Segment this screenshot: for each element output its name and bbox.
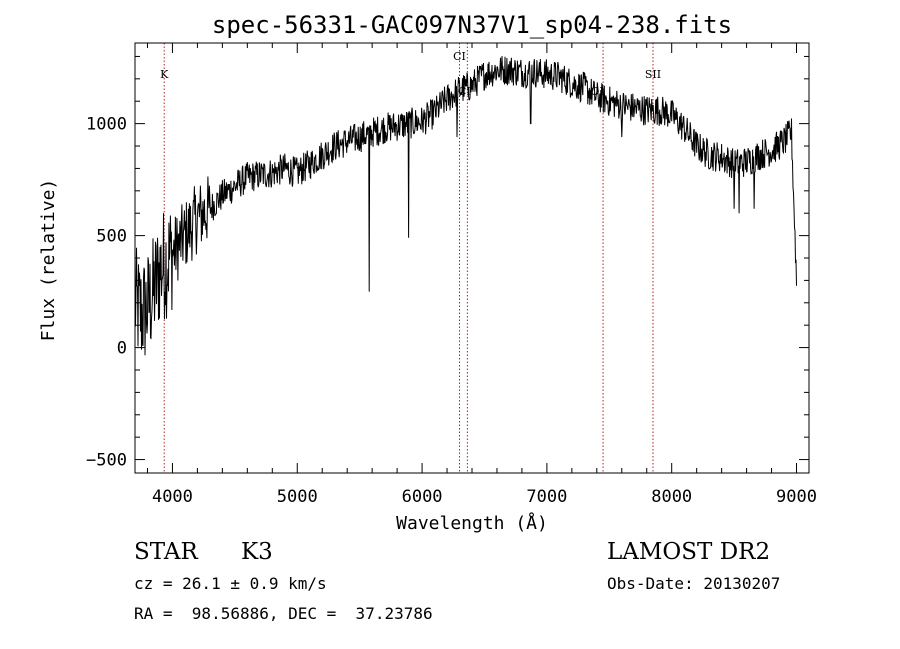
- x-tick-label: 8000: [651, 487, 692, 507]
- spectral-line-label: SII: [645, 68, 661, 81]
- x-tick-label: 4000: [152, 487, 193, 507]
- x-axis-label: Wavelength (Å): [396, 512, 548, 534]
- y-tick-label: −500: [86, 451, 127, 471]
- coordinates: RA = 98.56886, DEC = 37.23786: [134, 604, 433, 623]
- redshift-line: cz = 26.1 ± 0.9 km/s: [134, 574, 327, 593]
- x-tick-label: 5000: [277, 487, 318, 507]
- y-tick-label: 0: [117, 339, 127, 359]
- obs-date: Obs-Date: 20130207: [607, 574, 781, 593]
- spectral-line-label: CI: [453, 50, 466, 63]
- plot-frame: [134, 42, 810, 474]
- x-tick-label: 6000: [402, 487, 443, 507]
- chart-title: spec-56331-GAC097N37V1_sp04-238.fits: [212, 11, 732, 39]
- survey-name: LAMOST DR2: [607, 539, 771, 565]
- y-tick-label: 1000: [86, 115, 127, 135]
- x-tick-label: 9000: [776, 487, 817, 507]
- spectral-subclass: K3: [241, 539, 273, 565]
- object-type: STAR: [134, 539, 198, 565]
- y-tick-label: 500: [96, 227, 127, 247]
- y-axis-label: Flux (relative): [38, 179, 59, 342]
- spectral-line-label: K: [160, 68, 169, 81]
- x-tick-label: 7000: [526, 487, 567, 507]
- spectrum-trace: [134, 56, 797, 356]
